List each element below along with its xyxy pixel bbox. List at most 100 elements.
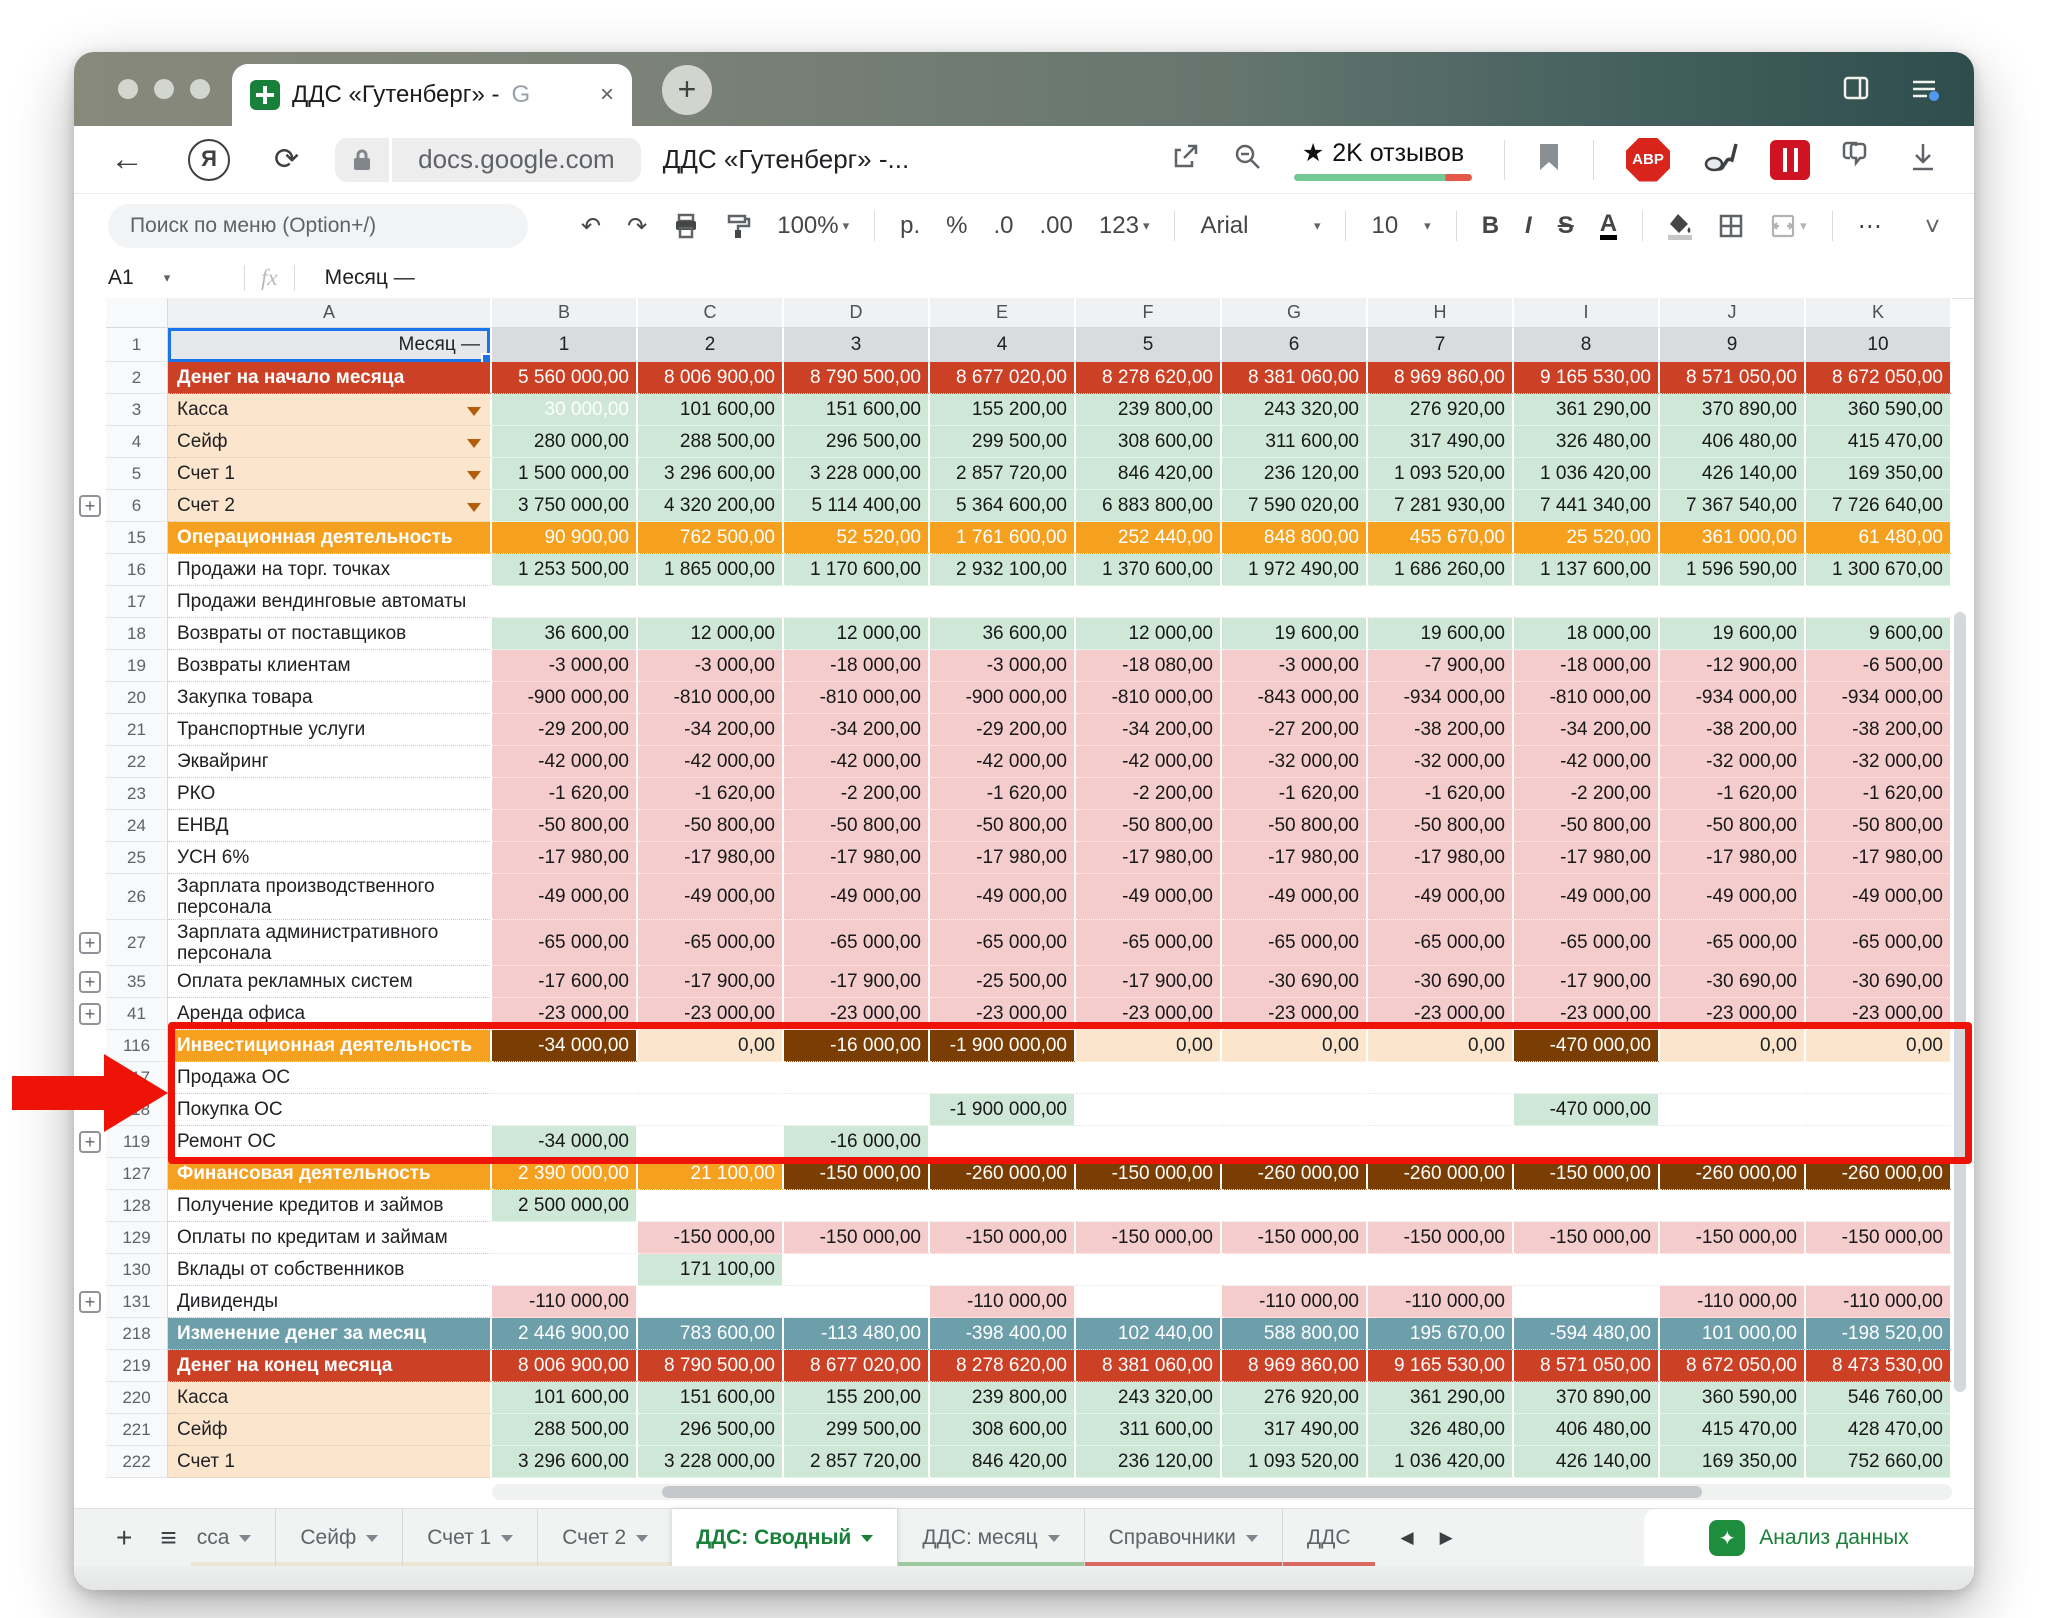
cell-A16[interactable]: Продажи на торг. точках [168, 554, 492, 586]
panel-icon[interactable] [1840, 72, 1872, 104]
cell-C20[interactable]: -810 000,00 [638, 682, 784, 714]
cell-I19[interactable]: -18 000,00 [1514, 650, 1660, 682]
browser-menu-icon[interactable] [1908, 72, 1940, 104]
cell-H25[interactable]: -17 980,00 [1368, 842, 1514, 874]
cell-I16[interactable]: 1 137 600,00 [1514, 554, 1660, 586]
row-header-25[interactable]: 25 [106, 842, 168, 874]
cell-K119[interactable] [1806, 1126, 1952, 1158]
cell-H2[interactable]: 8 969 860,00 [1368, 362, 1514, 394]
cell-H3[interactable]: 276 920,00 [1368, 394, 1514, 426]
cell-A3[interactable]: Касса [168, 394, 492, 426]
row-header-26[interactable]: 26 [106, 874, 168, 920]
cell-D27[interactable]: -65 000,00 [784, 920, 930, 966]
tab-dropdown-icon[interactable] [861, 1534, 874, 1542]
cell-A129[interactable]: Оплаты по кредитам и займам [168, 1222, 492, 1254]
cell-G19[interactable]: -3 000,00 [1222, 650, 1368, 682]
cell-A19[interactable]: Возвраты клиентам [168, 650, 492, 682]
column-header-G[interactable]: G [1222, 298, 1368, 328]
cell-C218[interactable]: 783 600,00 [638, 1318, 784, 1350]
print-icon[interactable] [673, 213, 699, 239]
cell-J118[interactable] [1660, 1094, 1806, 1126]
column-header-E[interactable]: E [930, 298, 1076, 328]
cell-D26[interactable]: -49 000,00 [784, 874, 930, 920]
row-header-218[interactable]: 218 [106, 1318, 168, 1350]
window-zoom-button[interactable] [190, 79, 210, 99]
cell-K17[interactable] [1806, 586, 1952, 618]
cell-H21[interactable]: -38 200,00 [1368, 714, 1514, 746]
cell-F17[interactable] [1076, 586, 1222, 618]
cell-G218[interactable]: 588 800,00 [1222, 1318, 1368, 1350]
cell-D131[interactable] [784, 1286, 930, 1318]
cell-F25[interactable]: -17 980,00 [1076, 842, 1222, 874]
cell-K21[interactable]: -38 200,00 [1806, 714, 1952, 746]
row-header-18[interactable]: 18 [106, 618, 168, 650]
cell-F5[interactable]: 846 420,00 [1076, 458, 1222, 490]
cell-B119[interactable]: -34 000,00 [492, 1126, 638, 1158]
cell-K18[interactable]: 9 600,00 [1806, 618, 1952, 650]
cell-B17[interactable] [492, 586, 638, 618]
cell-E41[interactable]: -23 000,00 [930, 998, 1076, 1030]
cell-A2[interactable]: Денег на начало месяца [168, 362, 492, 394]
reload-button[interactable]: ⟳ [274, 143, 300, 176]
cell-F219[interactable]: 8 381 060,00 [1076, 1350, 1222, 1382]
cell-A1[interactable]: Месяц — [168, 328, 492, 362]
cell-B26[interactable]: -49 000,00 [492, 874, 638, 920]
cell-I117[interactable] [1514, 1062, 1660, 1094]
cell-H218[interactable]: 195 670,00 [1368, 1318, 1514, 1350]
cell-C41[interactable]: -23 000,00 [638, 998, 784, 1030]
cell-K22[interactable]: -32 000,00 [1806, 746, 1952, 778]
row-header-116[interactable]: 116 [106, 1030, 168, 1062]
cell-C19[interactable]: -3 000,00 [638, 650, 784, 682]
cell-H131[interactable]: -110 000,00 [1368, 1286, 1514, 1318]
cell-A131[interactable]: Дивиденды [168, 1286, 492, 1318]
cell-C17[interactable] [638, 586, 784, 618]
cell-J35[interactable]: -30 690,00 [1660, 966, 1806, 998]
sheet-tab-ДДС: Сводный[interactable]: ДДС: Сводный [672, 1509, 898, 1567]
row-header-16[interactable]: 16 [106, 554, 168, 586]
cell-G4[interactable]: 311 600,00 [1222, 426, 1368, 458]
cell-B130[interactable] [492, 1254, 638, 1286]
cell-E23[interactable]: -1 620,00 [930, 778, 1076, 810]
cell-I18[interactable]: 18 000,00 [1514, 618, 1660, 650]
cell-H1[interactable]: 7 [1368, 328, 1514, 362]
cell-J19[interactable]: -12 900,00 [1660, 650, 1806, 682]
cell-I23[interactable]: -2 200,00 [1514, 778, 1660, 810]
cell-D35[interactable]: -17 900,00 [784, 966, 930, 998]
cell-I118[interactable]: -470 000,00 [1514, 1094, 1660, 1126]
dropdown-arrow-icon[interactable] [467, 438, 481, 448]
vertical-scrollbar[interactable] [1954, 612, 1966, 1392]
cell-B16[interactable]: 1 253 500,00 [492, 554, 638, 586]
cell-A35[interactable]: Оплата рекламных систем [168, 966, 492, 998]
cell-H219[interactable]: 9 165 530,00 [1368, 1350, 1514, 1382]
cell-K117[interactable] [1806, 1062, 1952, 1094]
cell-K35[interactable]: -30 690,00 [1806, 966, 1952, 998]
cell-B131[interactable]: -110 000,00 [492, 1286, 638, 1318]
cell-K4[interactable]: 415 470,00 [1806, 426, 1952, 458]
cell-E25[interactable]: -17 980,00 [930, 842, 1076, 874]
cell-E27[interactable]: -65 000,00 [930, 920, 1076, 966]
row-header-128[interactable]: 128 [106, 1190, 168, 1222]
cell-H35[interactable]: -30 690,00 [1368, 966, 1514, 998]
pipe-extension-icon[interactable] [1702, 140, 1738, 179]
cell-K6[interactable]: 7 726 640,00 [1806, 490, 1952, 522]
horizontal-scrollbar-thumb[interactable] [662, 1486, 1702, 1498]
row-header-21[interactable]: 21 [106, 714, 168, 746]
borders-icon[interactable] [1718, 213, 1744, 239]
back-button[interactable]: ← [110, 140, 144, 178]
cell-G118[interactable] [1222, 1094, 1368, 1126]
cell-I1[interactable]: 8 [1514, 328, 1660, 362]
cell-D220[interactable]: 155 200,00 [784, 1382, 930, 1414]
download-icon[interactable] [1908, 141, 1938, 178]
cell-B22[interactable]: -42 000,00 [492, 746, 638, 778]
cell-F41[interactable]: -23 000,00 [1076, 998, 1222, 1030]
cell-J18[interactable]: 19 600,00 [1660, 618, 1806, 650]
cell-G15[interactable]: 848 800,00 [1222, 522, 1368, 554]
cell-B220[interactable]: 101 600,00 [492, 1382, 638, 1414]
row-header-221[interactable]: 221 [106, 1414, 168, 1446]
cell-G24[interactable]: -50 800,00 [1222, 810, 1368, 842]
cell-B219[interactable]: 8 006 900,00 [492, 1350, 638, 1382]
cell-C26[interactable]: -49 000,00 [638, 874, 784, 920]
cell-B23[interactable]: -1 620,00 [492, 778, 638, 810]
cell-G221[interactable]: 317 490,00 [1222, 1414, 1368, 1446]
cell-B18[interactable]: 36 600,00 [492, 618, 638, 650]
